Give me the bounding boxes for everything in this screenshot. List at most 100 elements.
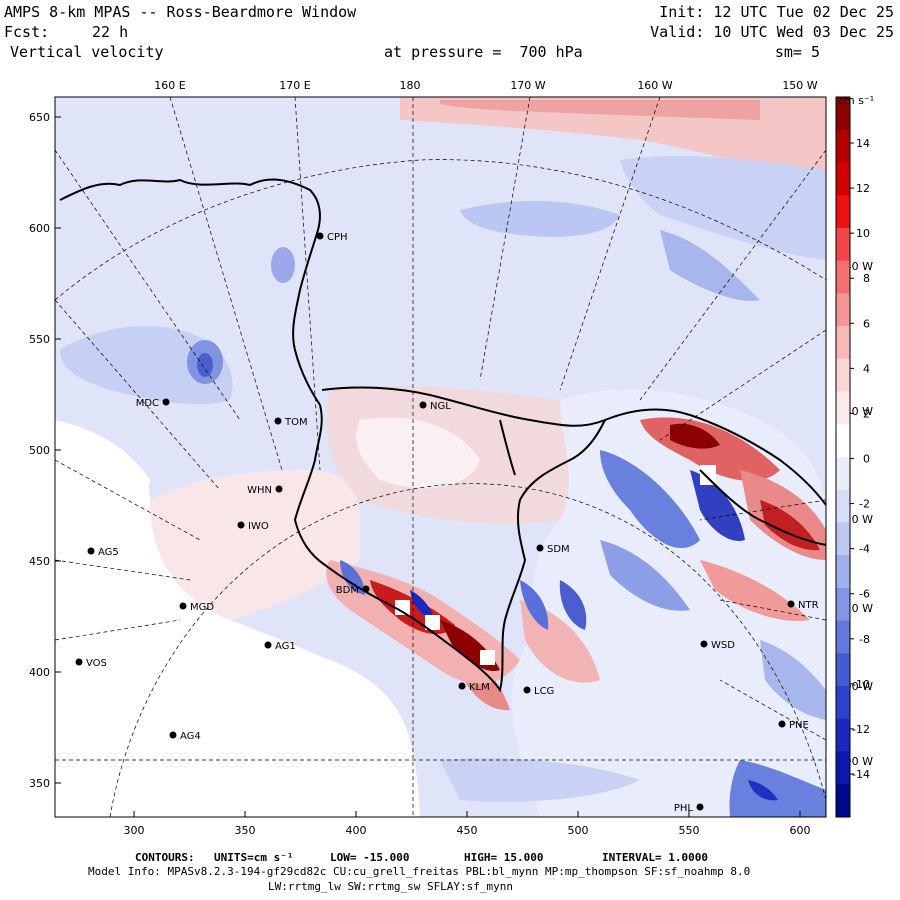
model-info: Model Info: MPASv8.2.3-194-gf29cd82c CU:… (88, 865, 751, 878)
station-label: WSD (711, 640, 735, 651)
map-frame-border (54, 96, 827, 818)
colorbar-swatch (836, 686, 850, 720)
station-marker (523, 686, 531, 694)
station-label: KLM (469, 682, 490, 693)
station-marker (536, 544, 544, 552)
colorbar-swatch (836, 391, 850, 425)
contour-high: HIGH= 15.000 (464, 851, 544, 864)
contour-low: LOW= -15.000 (330, 851, 410, 864)
station-label: WHN (247, 485, 272, 496)
colorbar-swatch (836, 522, 850, 556)
left-axis-label: 550 (29, 333, 50, 346)
station-marker (458, 682, 466, 690)
right-lon-label: 90 W (845, 755, 873, 768)
colorbar-tick-label: 6 (863, 317, 870, 330)
bottom-axis-label: 600 (790, 824, 811, 837)
station-marker (316, 232, 324, 240)
colorbar-swatch (836, 784, 850, 818)
colorbar-tick-label: -6 (859, 588, 870, 601)
coastline (59, 178, 826, 693)
left-axis-label: 400 (29, 666, 50, 679)
station-label: VOS (86, 658, 107, 669)
station-marker (237, 521, 245, 529)
smoothing-value: sm= 5 (774, 43, 820, 61)
colorbar-tick-label: 14 (856, 137, 870, 150)
colorbar-swatch (836, 718, 850, 753)
colorbar-swatch (836, 260, 850, 294)
field-name: Vertical velocity (10, 43, 164, 61)
station-label: PNE (789, 720, 809, 731)
station-marker (362, 585, 370, 593)
station-label: MGD (190, 602, 214, 613)
colorbar-tick-label: 12 (856, 182, 870, 195)
station-label: NTR (798, 600, 819, 611)
bottom-axis-label: 550 (679, 824, 700, 837)
colorbar-tick-label: -2 (859, 498, 870, 511)
station-label: TOM (284, 417, 308, 428)
valid-time: Valid: 10 UTC Wed 03 Dec 25 (650, 23, 894, 41)
bottom-axis-label: 500 (568, 824, 589, 837)
forecast-label: Fcst: (4, 23, 50, 41)
colorbar-tick-label: 0 (863, 453, 870, 466)
top-lon-label: 150 W (782, 79, 817, 92)
bottom-axis-labels: 300 350 400 450 500 550 600 (124, 811, 811, 837)
colorbar-tick-label: 2 (863, 407, 870, 420)
station-label: AG1 (275, 641, 296, 652)
colorbar-swatch (836, 653, 850, 687)
graticule (55, 97, 826, 817)
station-marker (169, 731, 177, 739)
colorbar-swatch (836, 195, 850, 229)
contours-label: CONTOURS: (135, 851, 195, 864)
model-info-physics: LW:rrtmg_lw SW:rrtmg_sw SFLAY:sf_mynn (268, 880, 514, 893)
station-label: LCG (534, 686, 554, 697)
left-axis-label: 450 (29, 555, 50, 568)
colorbar-tick-label: 4 (863, 362, 870, 375)
colorbar-swatch (836, 620, 850, 654)
colorbar-swatch (836, 293, 850, 327)
contour-interval: INTERVAL= 1.0000 (602, 851, 708, 864)
station-marker (87, 547, 95, 555)
colorbar-tick-label: -14 (852, 768, 870, 781)
station-label: NGL (430, 401, 451, 412)
left-axis-label: 500 (29, 444, 50, 457)
forecast-hour: 22 h (92, 23, 129, 41)
station-marker (700, 640, 708, 648)
left-axis-label: 350 (29, 777, 50, 790)
station-marker (75, 658, 83, 666)
plot-title: AMPS 8-km MPAS -- Ross-Beardmore Window (4, 3, 357, 21)
colorbar-border (835, 96, 851, 818)
colorbar-units: cm s⁻¹ (838, 94, 874, 107)
station-marker (778, 720, 786, 728)
top-longitude-labels: 160 E 170 E 180 170 W 160 W 150 W (154, 79, 818, 92)
colorbar-swatch (836, 587, 850, 622)
station-label: CPH (327, 232, 348, 243)
pressure-level: at pressure = 700 hPa (384, 43, 583, 61)
colorbar-swatch (836, 457, 850, 491)
top-lon-label: 170 W (510, 79, 545, 92)
station-marker (179, 602, 187, 610)
colorbar-tick-label: -8 (859, 633, 870, 646)
station-label: AG4 (180, 731, 201, 742)
colorbar-tick-label: 8 (863, 272, 870, 285)
colorbar-tick-label: 10 (856, 227, 870, 240)
station-label: BDM (336, 585, 359, 596)
station-marker (419, 401, 427, 409)
station-label: AG5 (98, 547, 119, 558)
station-label: SDM (547, 544, 570, 555)
station-marker (274, 417, 282, 425)
station-marker (787, 600, 795, 608)
colorbar-swatch (836, 358, 850, 393)
colorbar-swatch (836, 162, 850, 196)
station-label: IWO (248, 521, 269, 532)
colorbar-swatch (836, 129, 850, 163)
velocity-field (55, 97, 826, 817)
bottom-axis-label: 350 (235, 824, 256, 837)
station-label: MDC (136, 398, 159, 409)
bottom-axis-label: 300 (124, 824, 145, 837)
station-marker (696, 803, 704, 811)
top-lon-label: 160 E (154, 79, 185, 92)
colorbar-swatch (836, 751, 850, 785)
colorbar-swatch (836, 424, 850, 458)
station-label: PHL (674, 803, 694, 814)
